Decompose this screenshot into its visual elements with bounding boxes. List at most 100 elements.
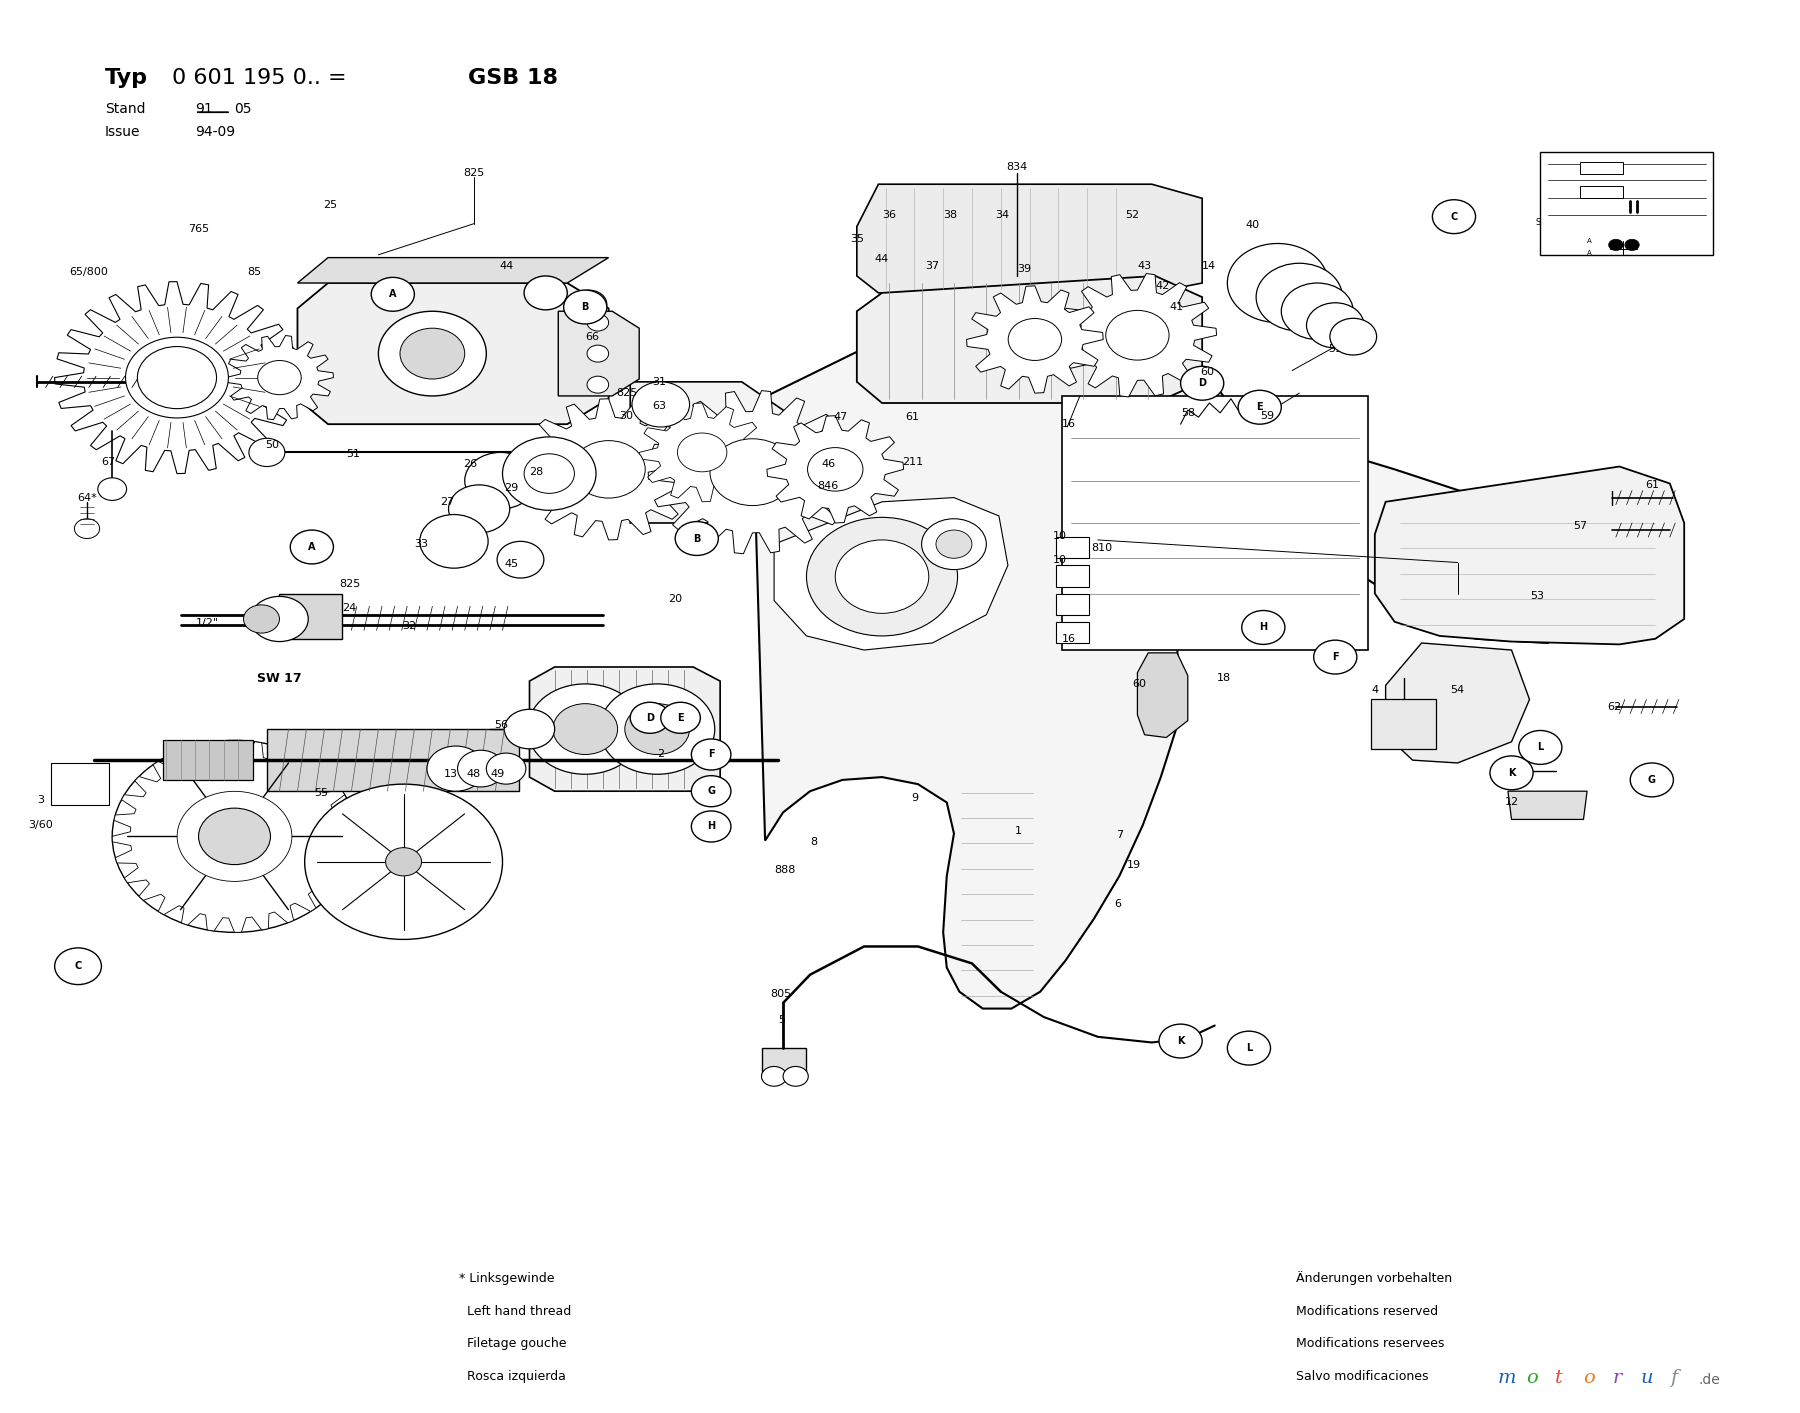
Bar (1541, 151, 1714, 254)
Text: 3: 3 (36, 794, 43, 804)
Circle shape (304, 784, 502, 940)
Circle shape (448, 485, 509, 533)
Polygon shape (967, 285, 1103, 393)
Text: 50: 50 (265, 441, 279, 451)
Text: 33: 33 (414, 540, 428, 550)
Text: 66: 66 (585, 332, 599, 342)
Circle shape (1433, 199, 1476, 233)
Text: 64*: 64* (77, 493, 97, 503)
Circle shape (248, 438, 284, 466)
Circle shape (198, 808, 270, 865)
Circle shape (524, 276, 567, 309)
Text: 6: 6 (1114, 899, 1121, 909)
Text: .de: .de (1699, 1373, 1721, 1388)
Text: 60: 60 (1201, 367, 1215, 377)
Circle shape (1181, 366, 1224, 400)
Circle shape (761, 1067, 787, 1087)
Text: 16: 16 (1062, 420, 1076, 430)
Circle shape (709, 439, 796, 506)
Polygon shape (1508, 791, 1588, 820)
Text: D: D (646, 712, 653, 723)
Text: 8: 8 (810, 836, 817, 846)
Polygon shape (266, 729, 518, 791)
Text: K: K (1508, 767, 1516, 777)
Text: 36: 36 (882, 211, 896, 220)
Circle shape (290, 530, 333, 564)
Circle shape (563, 290, 607, 324)
Circle shape (378, 311, 486, 396)
Text: C: C (1451, 212, 1458, 222)
Text: f: f (1670, 1369, 1678, 1388)
Text: 59: 59 (1328, 345, 1343, 355)
Text: 12: 12 (1505, 797, 1519, 807)
Text: 61: 61 (905, 413, 920, 422)
Circle shape (457, 750, 504, 787)
Circle shape (572, 441, 644, 497)
Text: 39: 39 (1017, 264, 1031, 274)
Polygon shape (639, 403, 765, 502)
Circle shape (97, 478, 126, 500)
Text: S3: S3 (1535, 218, 1546, 226)
Text: SW 17: SW 17 (257, 671, 302, 685)
Text: B: B (581, 302, 589, 312)
Circle shape (497, 541, 544, 578)
Text: u: u (1642, 1369, 1654, 1388)
Text: 62: 62 (1607, 701, 1622, 712)
Circle shape (74, 519, 99, 538)
Polygon shape (1386, 643, 1530, 763)
Text: 48: 48 (466, 769, 481, 779)
Bar (1057, 593, 1089, 615)
Text: 58: 58 (1181, 408, 1195, 418)
Polygon shape (112, 740, 356, 933)
Text: G: G (707, 786, 715, 796)
Circle shape (1228, 243, 1328, 322)
Text: 40: 40 (1246, 220, 1260, 230)
Text: 20: 20 (668, 595, 682, 605)
Text: 0 601 195 0.. =: 0 601 195 0.. = (171, 68, 346, 88)
Text: 43: 43 (1138, 261, 1152, 271)
Text: r: r (1613, 1369, 1622, 1388)
Text: D: D (1199, 379, 1206, 389)
Circle shape (1609, 239, 1624, 250)
Text: o: o (1526, 1369, 1537, 1388)
Polygon shape (774, 497, 1008, 650)
Circle shape (783, 1067, 808, 1087)
Circle shape (632, 382, 689, 427)
Text: 834: 834 (1006, 162, 1028, 172)
Polygon shape (297, 283, 608, 424)
Circle shape (677, 432, 727, 472)
Circle shape (504, 709, 554, 749)
Text: 35: 35 (850, 235, 864, 244)
Circle shape (835, 540, 929, 613)
Polygon shape (54, 281, 299, 473)
Circle shape (922, 519, 986, 569)
Text: 85: 85 (247, 267, 261, 277)
Text: 67: 67 (101, 458, 115, 468)
Circle shape (1256, 263, 1343, 331)
Text: 3/60: 3/60 (27, 820, 52, 829)
Circle shape (1228, 1031, 1271, 1065)
Polygon shape (1372, 699, 1436, 749)
Text: C: C (74, 961, 81, 971)
Text: F: F (707, 749, 715, 760)
Text: 05: 05 (234, 103, 252, 116)
Circle shape (1242, 610, 1285, 644)
Text: 41: 41 (1170, 302, 1184, 312)
Circle shape (464, 452, 536, 509)
Text: 825: 825 (616, 389, 637, 398)
Circle shape (385, 848, 421, 876)
Text: 18: 18 (1217, 673, 1231, 684)
Circle shape (553, 704, 617, 755)
Text: 49: 49 (490, 769, 504, 779)
Polygon shape (767, 415, 904, 523)
Text: 805: 805 (770, 989, 792, 999)
Polygon shape (50, 763, 108, 805)
Text: 810: 810 (1091, 544, 1112, 554)
Circle shape (1159, 1024, 1202, 1058)
Text: Filetage gouche: Filetage gouche (459, 1337, 567, 1351)
Text: A: A (308, 543, 315, 552)
Text: 19: 19 (1127, 859, 1141, 869)
Polygon shape (752, 318, 1620, 1009)
Text: E: E (677, 712, 684, 723)
Circle shape (419, 514, 488, 568)
